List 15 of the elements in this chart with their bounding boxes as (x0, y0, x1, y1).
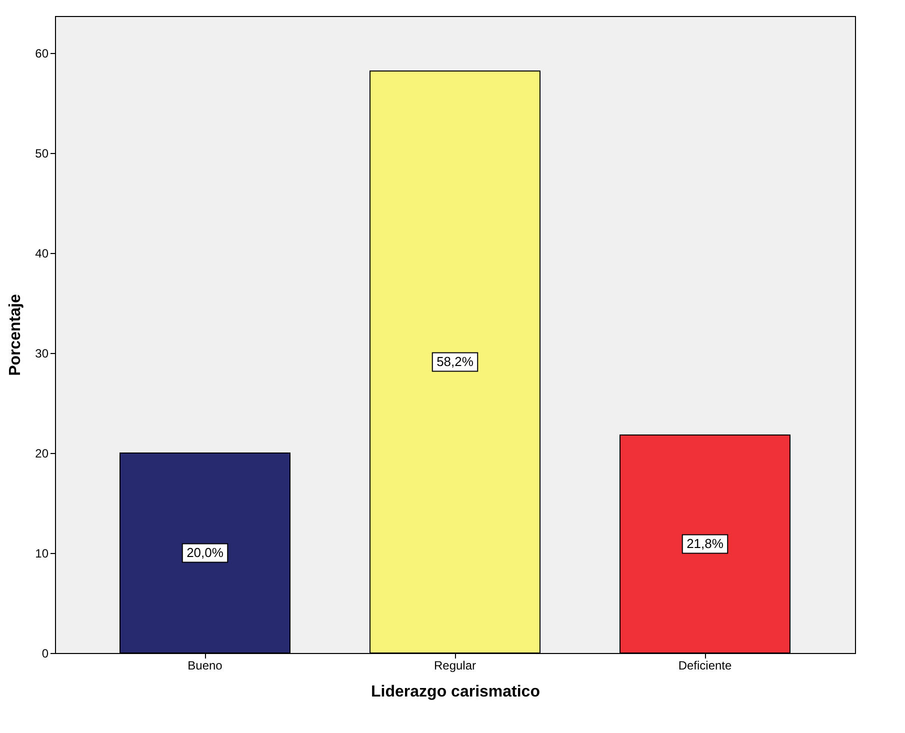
x-tick-label: Deficiente (678, 658, 732, 672)
data-label: 21,8% (686, 536, 724, 551)
y-tick-label: 20 (35, 446, 49, 460)
y-tick-label: 0 (42, 646, 49, 660)
y-tick-label: 10 (35, 546, 49, 560)
data-label: 20,0% (186, 545, 224, 560)
x-axis-title: Liderazgo carismatico (371, 684, 540, 700)
x-tick-label: Regular (434, 658, 476, 672)
y-axis-title: Porcentaje (7, 294, 24, 376)
x-tick-label: Bueno (188, 658, 223, 672)
y-tick-label: 60 (35, 46, 49, 60)
y-tick-label: 50 (35, 146, 49, 160)
data-label: 58,2% (436, 354, 474, 369)
y-tick-label: 40 (35, 246, 49, 260)
y-tick-label: 30 (35, 346, 49, 360)
